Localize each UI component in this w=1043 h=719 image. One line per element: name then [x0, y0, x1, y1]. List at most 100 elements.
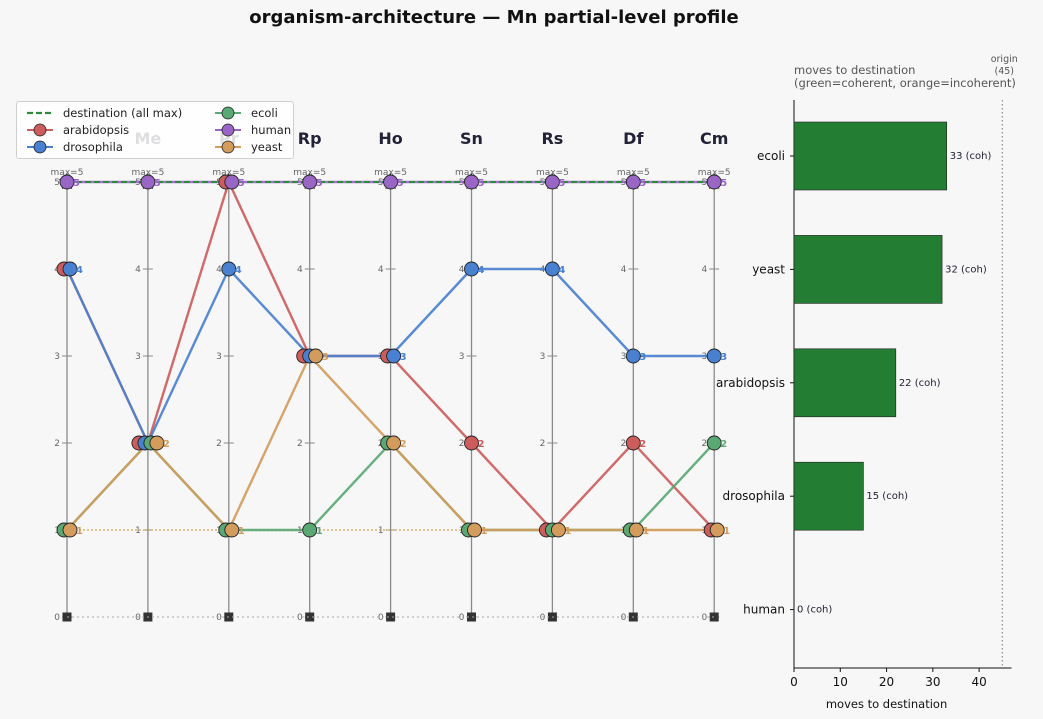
bar-arabidopsis: [793, 348, 897, 418]
axis-tick-label: 0: [621, 613, 627, 623]
axis-tick-label: 3: [621, 352, 627, 362]
axis-max-label: max=5: [51, 168, 84, 178]
axis-max-label: max=5: [698, 168, 731, 178]
axis-tick-label: 1: [135, 526, 141, 536]
origin-marker: [709, 612, 719, 622]
marker-value-label: 5: [720, 178, 727, 189]
axis-tick-label: 1: [378, 526, 384, 536]
marker-yeast: [709, 522, 725, 538]
axis-tick-label: 4: [621, 265, 627, 275]
axis-tick-label: 4: [459, 265, 465, 275]
bar-category-label-yeast: yeast: [752, 262, 785, 276]
marker-ecoli: [706, 435, 722, 451]
marker-yeast: [62, 522, 78, 538]
axis-tick-label: 4: [135, 265, 141, 275]
legend-label-yeast: yeast: [251, 140, 283, 154]
marker-arabidopsis: [625, 435, 641, 451]
axis-tick-label: 4: [297, 265, 303, 275]
bar-category-label-ecoli: ecoli: [757, 149, 785, 163]
axis-name-Sn: Sn: [460, 129, 483, 148]
origin-marker: [305, 612, 315, 622]
marker-drosophila: [625, 348, 641, 364]
marker-value-label: 1: [316, 526, 323, 537]
origin-reference-label: (45): [995, 66, 1015, 77]
legend-label-drosophila: drosophila: [63, 140, 123, 154]
bar-value-label: 32 (coh): [945, 264, 987, 275]
bar-value-label: 0 (coh): [797, 605, 832, 616]
marker-human: [706, 174, 722, 190]
bar-value-label: 33 (coh): [950, 151, 992, 162]
marker-yeast: [628, 522, 644, 538]
axis-tick-label: 3: [540, 352, 546, 362]
bar-drosophila: [793, 461, 864, 531]
marker-human: [625, 174, 641, 190]
axis-tick-label: 2: [54, 439, 60, 449]
axis-tick-label: 2: [540, 439, 546, 449]
origin-reference-label: origin: [991, 54, 1018, 65]
bar-x-tick-label: 40: [971, 675, 986, 689]
axis-tick-label: 0: [135, 613, 141, 623]
marker-value-label: 3: [322, 352, 329, 363]
axis-max-label: max=5: [374, 168, 407, 178]
marker-value-label: 2: [639, 439, 646, 450]
marker-yeast: [467, 522, 482, 538]
axis-name-Rs: Rs: [541, 129, 563, 148]
marker-drosophila: [62, 261, 78, 277]
axis-max-label: max=5: [617, 168, 650, 178]
marker-value-label: 4: [235, 265, 242, 276]
axis-max-label: max=5: [455, 168, 488, 178]
marker-value-label: 1: [76, 526, 83, 537]
axis-tick-label: 0: [701, 613, 707, 623]
bar-yeast: [793, 235, 943, 304]
axis-tick-label: 3: [135, 352, 141, 362]
marker-value-label: 5: [154, 178, 161, 189]
marker-human: [383, 174, 399, 190]
legend-label-arabidopsis: arabidopsis: [63, 123, 130, 137]
marker-value-label: 3: [720, 352, 727, 363]
axis-tick-label: 2: [216, 439, 222, 449]
marker-value-label: 5: [558, 178, 565, 189]
bar-category-label-arabidopsis: arabidopsis: [716, 376, 785, 390]
legend-label-human: human: [251, 123, 292, 137]
bar-category-label-drosophila: drosophila: [723, 489, 785, 503]
axis-tick-label: 0: [459, 613, 465, 623]
marker-value-label: 2: [400, 439, 407, 450]
bar-x-axis-label: moves to destination: [826, 697, 947, 711]
axis-tick-label: 4: [216, 265, 222, 275]
bar-x-tick-label: 20: [879, 675, 894, 689]
bar-x-tick-label: 10: [833, 675, 848, 689]
marker-value-label: 3: [400, 352, 407, 363]
marker-value-label: 5: [73, 178, 80, 189]
bar-chart-title-line: (green=coherent, orange=incoherent): [794, 76, 1016, 90]
marker-human: [59, 174, 75, 190]
axis-max-label: max=5: [536, 168, 569, 178]
legend-label-destination: destination (all max): [63, 106, 183, 120]
origin-marker: [467, 612, 476, 622]
bar-category-label-human: human: [743, 603, 785, 617]
bar-chart-title-line: moves to destination: [794, 63, 915, 77]
axis-tick-label: 0: [540, 613, 546, 623]
marker-drosophila: [221, 261, 237, 277]
legend: destination (all max) arabidopsis drosop…: [16, 101, 294, 159]
marker-value-label: 5: [397, 178, 404, 189]
axis-max-label: max=5: [212, 168, 245, 178]
axis-tick-label: 3: [459, 352, 465, 362]
bar-x-tick-label: 0: [790, 675, 798, 689]
marker-yeast: [149, 435, 165, 451]
marker-value-label: 1: [642, 526, 649, 537]
axis-tick-label: 5: [54, 178, 60, 188]
marker-value-label: 5: [238, 178, 245, 189]
axis-name-Df: Df: [623, 129, 644, 148]
bar-x-tick-label: 30: [925, 675, 940, 689]
marker-drosophila: [544, 261, 560, 277]
marker-value-label: 2: [478, 439, 485, 450]
axis-max-label: max=5: [131, 168, 164, 178]
marker-value-label: 2: [163, 439, 170, 450]
bar-value-label: 22 (coh): [899, 378, 941, 389]
axis-tick-label: 4: [378, 265, 384, 275]
marker-value-label: 3: [639, 352, 646, 363]
marker-arabidopsis: [464, 435, 479, 451]
marker-value-label: 1: [723, 526, 730, 537]
marker-human: [302, 174, 318, 190]
